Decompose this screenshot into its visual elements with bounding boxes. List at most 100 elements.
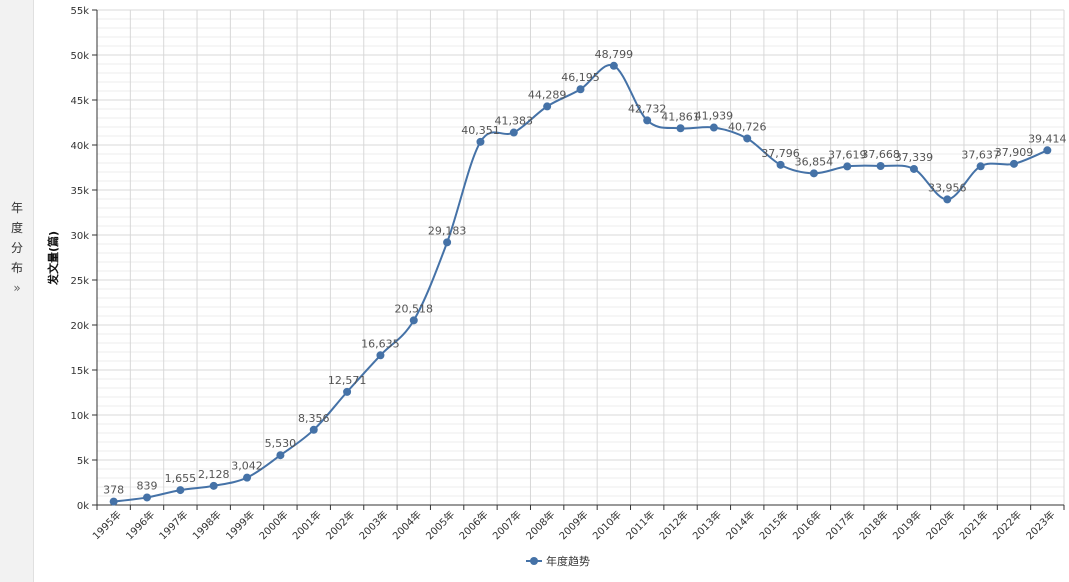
y-tick-label: 15k: [70, 366, 89, 377]
x-tick-label: 1998年: [190, 508, 224, 542]
data-point[interactable]: [676, 124, 685, 133]
x-tick-label: 2007年: [490, 508, 524, 542]
data-point[interactable]: [909, 164, 918, 173]
data-point[interactable]: [476, 137, 485, 146]
data-label: 20,518: [395, 302, 434, 315]
data-point[interactable]: [409, 316, 418, 325]
x-tick-label: 2016年: [790, 508, 824, 542]
y-tick-label: 50k: [70, 51, 89, 62]
series-line: [113, 64, 1048, 503]
data-label: 46,195: [561, 71, 600, 84]
data-point[interactable]: [309, 425, 318, 434]
data-point[interactable]: [143, 493, 152, 502]
tab-char: 布: [10, 261, 23, 275]
x-tick-label: 2019年: [890, 508, 924, 542]
data-label: 8,356: [298, 412, 330, 425]
data-label: 16,635: [361, 337, 400, 350]
double-chevron-right-icon[interactable]: »: [13, 281, 21, 295]
data-label: 37,619: [828, 148, 867, 161]
side-panel: 年 度 分 布 »: [0, 0, 34, 582]
data-point[interactable]: [443, 238, 452, 247]
tab-char: 分: [10, 241, 23, 255]
data-label: 39,414: [1028, 132, 1067, 145]
data-point[interactable]: [109, 497, 118, 506]
data-label: 5,530: [265, 437, 297, 450]
data-label: 37,668: [861, 148, 900, 161]
data-label: 41,939: [695, 110, 734, 123]
data-point[interactable]: [576, 85, 585, 94]
data-point[interactable]: [509, 128, 518, 137]
y-tick-label: 40k: [70, 141, 89, 152]
data-point[interactable]: [176, 486, 185, 495]
x-tick-label: 1999年: [223, 508, 257, 542]
data-label: 2,128: [198, 468, 230, 481]
legend-marker-icon: [530, 557, 538, 565]
y-tick-label: 25k: [70, 276, 89, 287]
data-point[interactable]: [1043, 146, 1052, 155]
x-tick-label: 2009年: [556, 508, 590, 542]
legend-label[interactable]: 年度趋势: [546, 554, 590, 568]
x-tick-label: 2023年: [1023, 508, 1057, 542]
data-label: 29,183: [428, 224, 467, 237]
tab-char: 年: [10, 201, 23, 215]
y-tick-label: 20k: [70, 321, 89, 332]
data-point[interactable]: [643, 116, 652, 125]
data-point[interactable]: [1009, 159, 1018, 168]
data-point[interactable]: [376, 351, 385, 360]
x-tick-label: 2000年: [256, 508, 290, 542]
data-point[interactable]: [809, 169, 818, 178]
x-tick-label: 2006年: [456, 508, 490, 542]
data-point[interactable]: [709, 123, 718, 132]
x-tick-label: 2020年: [923, 508, 957, 542]
tab-char: 度: [10, 221, 23, 235]
data-label: 839: [137, 479, 158, 492]
x-tick-label: 2008年: [523, 508, 557, 542]
x-tick-label: 1996年: [123, 508, 157, 542]
x-tick-label: 2014年: [723, 508, 757, 542]
x-tick-label: 2021年: [956, 508, 990, 542]
x-tick-label: 2001年: [290, 508, 324, 542]
data-label: 40,726: [728, 120, 767, 133]
data-point[interactable]: [943, 195, 952, 204]
x-tick-label: 2017年: [823, 508, 857, 542]
data-label: 37,339: [895, 151, 934, 164]
x-tick-label: 2002年: [323, 508, 357, 542]
data-point[interactable]: [343, 387, 352, 396]
data-point[interactable]: [609, 61, 618, 70]
data-point[interactable]: [276, 451, 285, 460]
y-tick-label: 55k: [70, 6, 89, 17]
data-label: 37,637: [961, 148, 1000, 161]
x-tick-label: 1997年: [156, 508, 190, 542]
x-tick-label: 2012年: [656, 508, 690, 542]
x-tick-label: 1995年: [90, 508, 124, 542]
data-point[interactable]: [209, 481, 218, 490]
x-tick-label: 2015年: [756, 508, 790, 542]
data-label: 41,383: [495, 115, 534, 128]
year-distribution-tab[interactable]: 年 度 分 布 »: [9, 198, 25, 298]
data-label: 33,956: [928, 181, 967, 194]
data-point[interactable]: [976, 162, 985, 171]
data-label: 40,351: [461, 124, 500, 137]
x-tick-label: 2010年: [590, 508, 624, 542]
data-point[interactable]: [776, 160, 785, 169]
data-label: 3,042: [231, 460, 263, 473]
data-point[interactable]: [876, 161, 885, 170]
data-label: 42,732: [628, 102, 667, 115]
data-point[interactable]: [743, 134, 752, 143]
data-label: 1,655: [165, 472, 197, 485]
y-tick-label: 30k: [70, 231, 89, 242]
x-tick-label: 2004年: [390, 508, 424, 542]
y-tick-label: 35k: [70, 186, 89, 197]
x-tick-label: 2013年: [690, 508, 724, 542]
data-label: 48,799: [595, 48, 634, 61]
data-point[interactable]: [843, 162, 852, 171]
data-label: 36,854: [795, 155, 834, 168]
y-axis-title: 发文量(篇): [46, 231, 60, 286]
x-tick-label: 2003年: [356, 508, 390, 542]
x-tick-label: 2005年: [423, 508, 457, 542]
x-tick-label: 2018年: [856, 508, 890, 542]
data-point[interactable]: [543, 102, 552, 111]
data-point[interactable]: [243, 473, 252, 482]
y-tick-label: 0k: [77, 501, 89, 512]
